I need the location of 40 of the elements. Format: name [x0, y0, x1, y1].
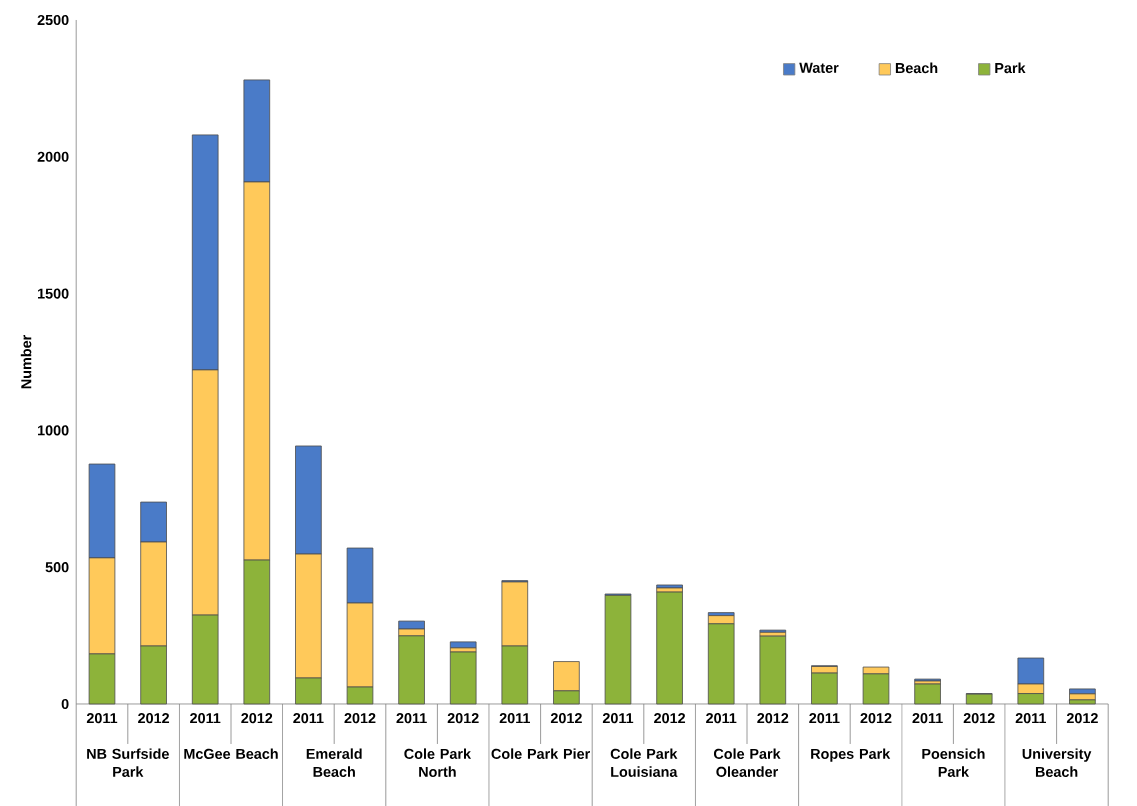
- y-tick-label: 1000: [38, 425, 69, 436]
- y-tick-label: 2000: [37, 151, 69, 162]
- text: NB Surfside Park: [87, 748, 169, 777]
- x-tick-label: 2012: [550, 713, 582, 724]
- x-tick-label: 2012: [654, 713, 686, 724]
- legend-label: Park: [995, 62, 1026, 74]
- text: McGee Beach: [184, 748, 278, 759]
- x-tick-label: 2012: [757, 713, 789, 724]
- x-tick-label: 2011: [86, 713, 118, 724]
- x-tick-label: 2012: [963, 713, 995, 724]
- x-tick-label: 2011: [1015, 713, 1046, 724]
- y-tick-label: 500: [45, 562, 69, 573]
- x-tick-label: 2012: [241, 713, 273, 724]
- text: University Beach: [1022, 748, 1092, 777]
- x-tick-label: 2011: [190, 713, 221, 724]
- y-axis-title: Number: [20, 334, 32, 389]
- y-tick-label: 2500: [37, 14, 69, 26]
- text: Poensich Park: [922, 748, 985, 777]
- x-tick-label: 2012: [860, 713, 892, 724]
- legend-label: Beach: [895, 62, 938, 74]
- text: Cole Park North: [404, 748, 472, 777]
- x-tick-label: 2012: [344, 713, 376, 724]
- x-tick-label: 2011: [706, 713, 737, 724]
- x-tick-label: 2012: [447, 713, 479, 724]
- y-tick-label: 0: [61, 698, 69, 710]
- text: Ropes Park: [811, 748, 891, 762]
- text: Emerald Beach: [306, 748, 362, 777]
- x-tick-label: 2011: [809, 713, 840, 724]
- x-tick-label: 2011: [293, 713, 324, 724]
- text: Cole Park Pier: [491, 748, 590, 759]
- text: Cole Park Oleander: [713, 748, 781, 777]
- x-tick-label: 2011: [602, 713, 634, 724]
- x-tick-label: 2011: [499, 713, 530, 724]
- text: Cole Park Louisiana: [610, 748, 678, 777]
- x-tick-label: 2011: [396, 713, 427, 724]
- x-tick-label: 2012: [1066, 713, 1098, 724]
- x-tick-label: 2011: [912, 713, 943, 724]
- x-tick-label: 2012: [138, 713, 170, 724]
- legend-label: Water: [799, 62, 839, 73]
- y-tick-label: 1500: [38, 288, 69, 299]
